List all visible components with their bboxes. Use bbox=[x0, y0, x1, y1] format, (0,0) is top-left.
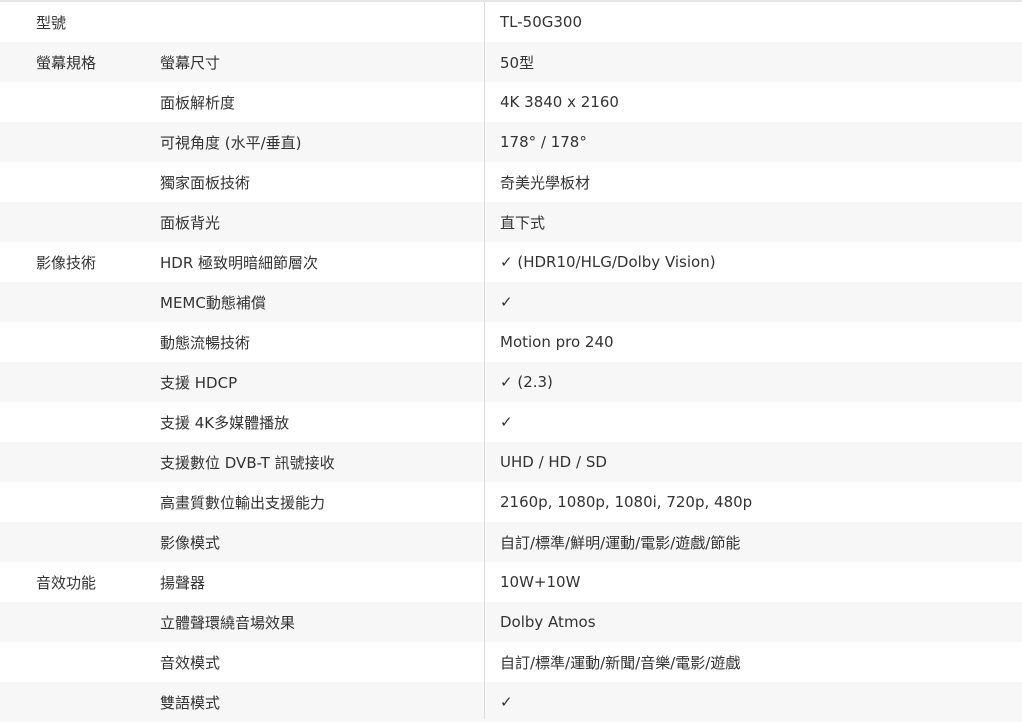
spec-value: 178° / 178° bbox=[500, 133, 587, 151]
spec-row: MEMC動態補償 ✓ bbox=[0, 282, 1022, 322]
spec-row: 螢幕規格 螢幕尺寸 50型 bbox=[0, 42, 1022, 82]
spec-row: 支援 HDCP ✓ (2.3) bbox=[0, 362, 1022, 402]
spec-item: 支援 HDCP bbox=[160, 373, 238, 392]
spec-value: 10W+10W bbox=[500, 573, 581, 591]
spec-value: TL-50G300 bbox=[500, 13, 583, 31]
spec-item: 支援 4K多媒體播放 bbox=[160, 413, 290, 432]
spec-item: 音效模式 bbox=[160, 653, 221, 672]
spec-row: 支援 4K多媒體播放 ✓ bbox=[0, 402, 1022, 442]
spec-item: 立體聲環繞音場效果 bbox=[160, 613, 296, 632]
spec-value: 50型 bbox=[500, 53, 535, 72]
spec-value: Dolby Atmos bbox=[500, 613, 596, 631]
spec-value: UHD / HD / SD bbox=[500, 453, 607, 471]
spec-item: 可視角度 (水平/垂直) bbox=[160, 133, 302, 152]
spec-value: ✓ (HDR10/HLG/Dolby Vision) bbox=[500, 253, 716, 271]
spec-value: 直下式 bbox=[500, 213, 546, 232]
spec-item: 揚聲器 bbox=[160, 573, 206, 592]
spec-value: Motion pro 240 bbox=[500, 333, 614, 351]
spec-value: 自訂/標準/運動/新聞/音樂/電影/遊戲 bbox=[500, 653, 741, 672]
spec-item: 面板解析度 bbox=[160, 93, 236, 112]
spec-value: ✓ bbox=[500, 693, 513, 711]
spec-category: 音效功能 bbox=[36, 573, 97, 592]
spec-item: MEMC動態補償 bbox=[160, 293, 266, 312]
spec-category: 型號 bbox=[36, 13, 67, 32]
spec-value: ✓ bbox=[500, 293, 513, 311]
spec-value: ✓ (2.3) bbox=[500, 373, 553, 391]
spec-value: 奇美光學板材 bbox=[500, 173, 591, 192]
spec-value: 2160p, 1080p, 1080i, 720p, 480p bbox=[500, 493, 753, 511]
spec-row: 型號 TL-50G300 bbox=[0, 2, 1022, 42]
spec-row: 立體聲環繞音場效果 Dolby Atmos bbox=[0, 602, 1022, 642]
spec-item: 螢幕尺寸 bbox=[160, 53, 221, 72]
spec-row: 動態流暢技術 Motion pro 240 bbox=[0, 322, 1022, 362]
spec-row: 面板背光 直下式 bbox=[0, 202, 1022, 242]
spec-value: 自訂/標準/鮮明/運動/電影/遊戲/節能 bbox=[500, 533, 741, 552]
spec-item: 雙語模式 bbox=[160, 693, 221, 712]
spec-item: 面板背光 bbox=[160, 213, 221, 232]
spec-category: 影像技術 bbox=[36, 253, 97, 272]
spec-item: 高畫質數位輸出支援能力 bbox=[160, 493, 326, 512]
spec-category: 螢幕規格 bbox=[36, 53, 97, 72]
spec-item: 影像模式 bbox=[160, 533, 221, 552]
spec-item: HDR 極致明暗細節層次 bbox=[160, 253, 319, 272]
spec-row: 高畫質數位輸出支援能力 2160p, 1080p, 1080i, 720p, 48… bbox=[0, 482, 1022, 522]
spec-row: 音效功能 揚聲器 10W+10W bbox=[0, 562, 1022, 602]
column-divider bbox=[484, 2, 485, 719]
spec-item: 支援數位 DVB-T 訊號接收 bbox=[160, 453, 335, 472]
spec-item: 動態流暢技術 bbox=[160, 333, 251, 352]
spec-row: 影像技術 HDR 極致明暗細節層次 ✓ (HDR10/HLG/Dolby Visio… bbox=[0, 242, 1022, 282]
spec-value: ✓ bbox=[500, 413, 513, 431]
spec-row: 可視角度 (水平/垂直) 178° / 178° bbox=[0, 122, 1022, 162]
spec-row: 面板解析度 4K 3840 x 2160 bbox=[0, 82, 1022, 122]
spec-row: 支援數位 DVB-T 訊號接收 UHD / HD / SD bbox=[0, 442, 1022, 482]
spec-row: 獨家面板技術 奇美光學板材 bbox=[0, 162, 1022, 202]
spec-row: 雙語模式 ✓ bbox=[0, 682, 1022, 722]
spec-row: 影像模式 自訂/標準/鮮明/運動/電影/遊戲/節能 bbox=[0, 522, 1022, 562]
spec-value: 4K 3840 x 2160 bbox=[500, 93, 619, 111]
spec-row: 音效模式 自訂/標準/運動/新聞/音樂/電影/遊戲 bbox=[0, 642, 1022, 682]
top-border bbox=[0, 0, 1022, 2]
spec-item: 獨家面板技術 bbox=[160, 173, 251, 192]
